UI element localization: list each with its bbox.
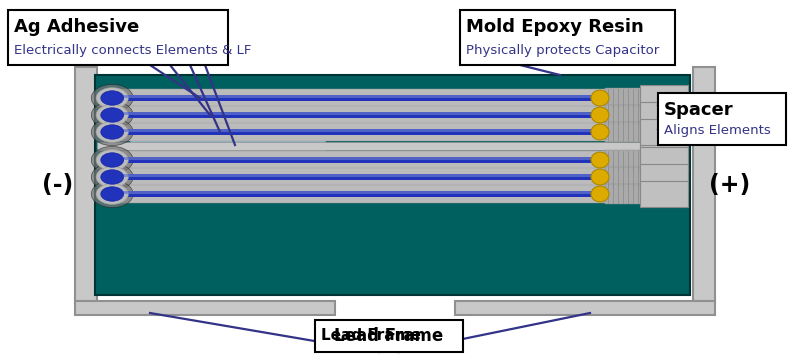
FancyBboxPatch shape (640, 102, 688, 128)
FancyBboxPatch shape (112, 157, 605, 163)
Text: Lead Frame: Lead Frame (334, 327, 444, 345)
Text: Mold Epoxy Resin: Mold Epoxy Resin (466, 18, 644, 36)
Ellipse shape (96, 105, 128, 125)
Ellipse shape (91, 163, 133, 190)
FancyBboxPatch shape (605, 105, 660, 125)
Ellipse shape (101, 153, 124, 167)
FancyBboxPatch shape (658, 93, 786, 145)
FancyBboxPatch shape (640, 164, 688, 190)
Ellipse shape (96, 184, 128, 204)
FancyBboxPatch shape (640, 181, 688, 207)
FancyBboxPatch shape (605, 167, 660, 187)
Ellipse shape (101, 187, 124, 201)
FancyBboxPatch shape (97, 142, 688, 150)
Ellipse shape (96, 87, 128, 108)
Ellipse shape (101, 91, 124, 105)
Ellipse shape (91, 180, 133, 208)
FancyBboxPatch shape (605, 88, 660, 108)
Ellipse shape (591, 90, 609, 106)
FancyBboxPatch shape (75, 301, 335, 315)
Text: Electrically connects Elements & LF: Electrically connects Elements & LF (14, 44, 251, 57)
FancyBboxPatch shape (112, 89, 605, 107)
Ellipse shape (96, 167, 128, 188)
Ellipse shape (101, 108, 124, 122)
FancyBboxPatch shape (112, 191, 605, 197)
FancyBboxPatch shape (315, 320, 463, 352)
Ellipse shape (591, 152, 609, 168)
Ellipse shape (591, 169, 609, 185)
FancyBboxPatch shape (693, 67, 715, 303)
FancyBboxPatch shape (75, 67, 97, 303)
Ellipse shape (96, 150, 128, 170)
FancyBboxPatch shape (640, 118, 688, 174)
FancyBboxPatch shape (95, 75, 690, 295)
FancyBboxPatch shape (112, 123, 605, 141)
Ellipse shape (101, 125, 124, 139)
FancyBboxPatch shape (8, 10, 228, 65)
FancyBboxPatch shape (455, 301, 715, 315)
FancyBboxPatch shape (640, 119, 688, 145)
Ellipse shape (91, 118, 133, 145)
FancyBboxPatch shape (112, 191, 605, 194)
FancyBboxPatch shape (112, 174, 605, 177)
FancyBboxPatch shape (112, 157, 605, 160)
FancyBboxPatch shape (112, 95, 605, 98)
Ellipse shape (591, 107, 609, 123)
FancyBboxPatch shape (112, 112, 605, 118)
FancyBboxPatch shape (605, 150, 660, 170)
FancyBboxPatch shape (640, 85, 688, 111)
FancyBboxPatch shape (112, 185, 605, 203)
Ellipse shape (91, 84, 133, 112)
FancyBboxPatch shape (460, 10, 675, 65)
FancyBboxPatch shape (112, 151, 605, 169)
FancyBboxPatch shape (112, 106, 605, 124)
Text: (+): (+) (710, 173, 751, 197)
Ellipse shape (91, 102, 133, 129)
FancyBboxPatch shape (112, 112, 605, 115)
FancyBboxPatch shape (605, 122, 660, 142)
Text: (-): (-) (43, 173, 74, 197)
Ellipse shape (101, 170, 124, 184)
FancyBboxPatch shape (112, 95, 605, 102)
FancyBboxPatch shape (112, 129, 605, 135)
Ellipse shape (91, 147, 133, 174)
FancyBboxPatch shape (112, 168, 605, 186)
FancyBboxPatch shape (130, 105, 325, 180)
FancyBboxPatch shape (640, 147, 688, 173)
Ellipse shape (591, 186, 609, 202)
Ellipse shape (591, 124, 609, 140)
Text: Spacer: Spacer (664, 101, 733, 119)
Ellipse shape (96, 122, 128, 143)
FancyBboxPatch shape (605, 184, 660, 204)
FancyBboxPatch shape (112, 129, 605, 132)
Text: Lead Frame: Lead Frame (321, 328, 421, 343)
Text: Physically protects Capacitor: Physically protects Capacitor (466, 44, 659, 57)
FancyBboxPatch shape (112, 174, 605, 180)
Text: Aligns Elements: Aligns Elements (664, 124, 771, 137)
Text: Ag Adhesive: Ag Adhesive (14, 18, 139, 36)
